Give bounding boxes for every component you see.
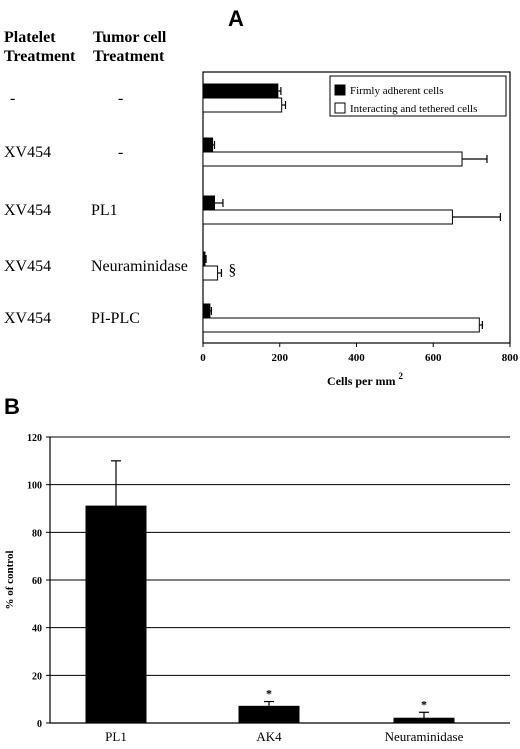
y-tick-label: 60 (32, 576, 42, 587)
y-tick-label: 20 (32, 671, 42, 682)
y-tick-label: 0 (37, 719, 42, 730)
row-platelet-label: XV454 (4, 258, 51, 275)
panel-a-chart: 0 200 400 600 800 Cells per mm 2 - - XV454 - XV454… (4, 71, 519, 388)
row-tumor-label: Neuraminidase (91, 258, 188, 275)
row-tumor-label: - (118, 90, 123, 107)
bar-interacting-tethered (202, 265, 219, 281)
row-tumor-label: - (118, 144, 123, 161)
y-tick-label: 100 (27, 481, 42, 492)
y-tick-label: 120 (27, 433, 42, 444)
row-platelet-label: XV454 (4, 310, 51, 327)
legend-label: Firmly adherent cells (350, 85, 443, 97)
bar-ak4 (238, 705, 300, 724)
y-tick-label: 80 (32, 528, 42, 539)
legend-swatch (334, 102, 346, 114)
x-tick-label: 200 (272, 352, 289, 364)
category-label: AK4 (256, 729, 282, 744)
significance-mark: § (228, 262, 236, 279)
platelet-header-line2: Treatment (4, 48, 76, 65)
legend-label: Interacting and tethered cells (350, 103, 477, 115)
bar-interacting-tethered (202, 317, 480, 333)
x-tick-label: 800 (502, 352, 519, 364)
bar-interacting-tethered (202, 151, 463, 167)
row-platelet-label: - (10, 90, 15, 107)
bar-firmly-adherent (202, 195, 216, 211)
y-axis-label: % of control (4, 550, 16, 609)
tumor-header-line2: Treatment (93, 48, 165, 65)
row-tumor-label: PI-PLC (91, 310, 140, 327)
row-platelet-label: XV454 (4, 202, 51, 219)
bar-firmly-adherent (202, 137, 214, 153)
significance-mark: * (266, 687, 272, 701)
x-tick-label: 600 (425, 352, 442, 364)
category-label: PL1 (105, 729, 127, 744)
tumor-header-line1: Tumor cell (93, 29, 167, 46)
x-tick-label: 400 (348, 352, 365, 364)
row-platelet-label: XV454 (4, 144, 51, 161)
panel-b-chart: 0 20 40 60 80 100 120 % of control PL1 * AK4 * Neura… (4, 433, 510, 744)
bar-interacting-tethered (202, 97, 283, 113)
y-tick-label: 40 (32, 624, 42, 635)
bar-pl1 (85, 505, 147, 724)
x-axis-label: Cells per mm 2 (327, 371, 403, 388)
bar-neuraminidase (393, 717, 455, 724)
panel-a-letter: A (228, 6, 244, 31)
legend-box (329, 75, 507, 117)
bar-firmly-adherent (202, 83, 279, 99)
bar-interacting-tethered (202, 209, 453, 225)
significance-mark: * (421, 697, 427, 711)
bar-firmly-adherent (202, 251, 206, 267)
bar-firmly-adherent (202, 303, 211, 319)
row-tumor-label: PL1 (91, 202, 118, 219)
legend-swatch (334, 84, 346, 96)
platelet-header-line1: Platelet (4, 29, 56, 46)
x-tick-label: 0 (200, 352, 206, 364)
panel-b-letter: B (4, 394, 20, 419)
category-label: Neuraminidase (385, 729, 464, 744)
